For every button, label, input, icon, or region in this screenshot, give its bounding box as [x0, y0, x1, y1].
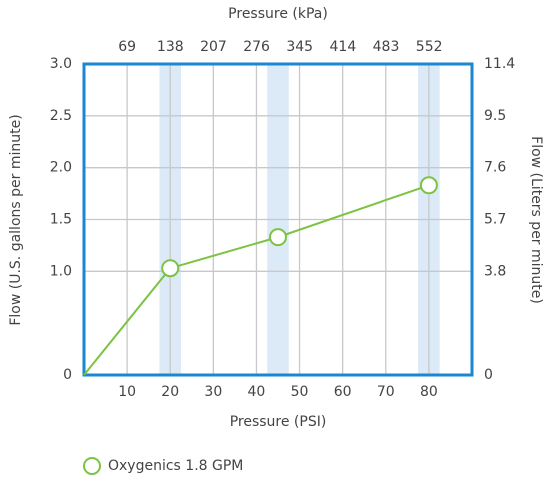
y-tick-label: 0	[63, 367, 72, 383]
x-tick-label: 60	[334, 384, 352, 400]
x-tick-label: 50	[291, 384, 309, 400]
y2-tick-label: 7.6	[484, 160, 506, 176]
y2-tick-label: 0	[484, 367, 493, 383]
y-axis-label: Flow (U.S. gallons per minute)	[8, 114, 24, 325]
x-tick-label: 30	[204, 384, 222, 400]
x2-tick-label: 483	[373, 39, 400, 55]
series-line	[83, 184, 430, 376]
x2-tick-label: 552	[416, 39, 443, 55]
legend-marker	[83, 457, 101, 475]
y-tick-label: 2.5	[50, 108, 72, 124]
y2-tick-label: 5.7	[484, 212, 506, 228]
x2-tick-label: 69	[118, 39, 136, 55]
y2-axis-label: Flow (Liters per minute)	[528, 136, 544, 304]
y-tick-label: 3.0	[50, 56, 72, 72]
x-tick-label: 10	[118, 384, 136, 400]
x2-tick-label: 345	[286, 39, 313, 55]
legend-label: Oxygenics 1.8 GPM	[108, 458, 243, 474]
chart-title: Pressure (kPa)	[228, 6, 328, 22]
x2-tick-label: 138	[157, 39, 184, 55]
y2-tick-label: 3.8	[484, 263, 506, 279]
x-axis-label: Pressure (PSI)	[230, 414, 327, 430]
x2-tick-label: 276	[243, 39, 270, 55]
y2-tick-label: 11.4	[484, 56, 515, 72]
y-tick-label: 1.5	[50, 212, 72, 228]
data-point	[419, 176, 438, 195]
x2-tick-label: 207	[200, 39, 227, 55]
y-tick-label: 2.0	[50, 160, 72, 176]
y2-tick-label: 9.5	[484, 108, 506, 124]
y-tick-label: 1.0	[50, 263, 72, 279]
data-point	[269, 228, 287, 247]
x-tick-label: 80	[420, 384, 438, 400]
x-tick-label: 20	[161, 384, 179, 400]
x2-tick-label: 414	[330, 39, 357, 55]
x-tick-label: 70	[377, 384, 395, 400]
x-tick-label: 40	[248, 384, 266, 400]
plot-frame	[82, 62, 474, 377]
data-point	[161, 259, 180, 278]
